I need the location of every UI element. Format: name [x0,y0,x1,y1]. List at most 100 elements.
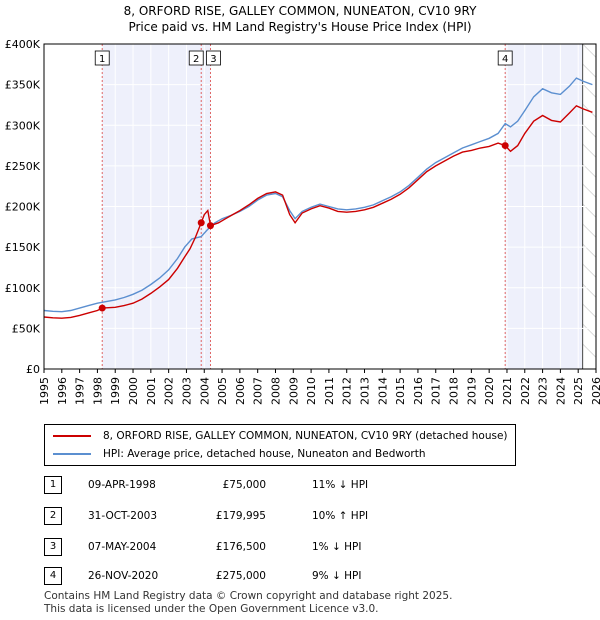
price-chart: £0 £50K £100K £150K £200K £250K £300K £350K £400… [5,38,600,405]
transaction-number: 1 [44,476,62,494]
x-tick-label: 1996 [56,377,69,405]
x-tick-label: 2023 [537,377,550,405]
legend-item-property: 8, ORFORD RISE, GALLEY COMMON, NUNEATON,… [53,428,508,444]
x-tick-label: 2010 [305,377,318,405]
x-tick-label: 2022 [519,377,532,405]
y-tick-label: £100K [5,282,41,295]
legend-label-hpi: HPI: Average price, detached house, Nune… [103,448,426,460]
transaction-price: £176,500 [215,541,266,553]
x-tick-label: 1995 [38,377,51,405]
sale-label: 3 [210,54,216,65]
chart-subtitle: Price paid vs. HM Land Registry's House … [128,20,472,34]
projection-hatch [582,243,597,258]
footer-copyright: Contains HM Land Registry data © Crown c… [44,590,453,602]
footer-license: This data is licensed under the Open Gov… [44,603,379,615]
x-tick-label: 2009 [287,377,300,405]
legend: 8, ORFORD RISE, GALLEY COMMON, NUNEATON,… [44,424,516,466]
transaction-hpi-diff: 10% ↑ HPI [312,510,369,522]
x-tick-label: 2019 [465,377,478,405]
y-tick-label: £200K [5,201,41,214]
x-tick-label: 2017 [430,377,443,405]
projection-hatch [582,323,597,338]
projection-hatch [582,283,597,298]
x-tick-label: 2004 [198,377,211,405]
sale-point [206,222,214,230]
x-tick-label: 2008 [269,377,282,405]
projection-hatch [582,223,597,238]
transaction-price: £275,000 [215,570,266,582]
y-tick-label: £350K [5,79,41,92]
transaction-row: 3 07-MAY-2004 £176,500 1% ↓ HPI [44,538,514,558]
transaction-date: 26-NOV-2020 [88,570,159,582]
y-tick-label: £400K [5,38,41,51]
sale-point [98,304,106,312]
sale-label-box [188,50,204,66]
transaction-date: 31-OCT-2003 [88,510,157,522]
y-tick-label: £300K [5,119,41,132]
transaction-row: 2 31-OCT-2003 £179,995 10% ↑ HPI [44,507,514,527]
transaction-hpi-diff: 11% ↓ HPI [312,479,369,491]
x-tick-label: 2000 [127,377,140,405]
x-tick-label: 2006 [234,377,247,405]
sale-label: 1 [99,54,105,65]
x-tick-label: 2011 [323,377,336,405]
projection-hatch [582,343,597,358]
x-tick-label: 2025 [572,377,585,405]
x-tick-label: 2001 [145,377,158,405]
projection-hatch [582,123,597,138]
y-tick-label: £50K [12,322,41,335]
transaction-hpi-diff: 1% ↓ HPI [312,541,362,553]
projection-hatch [582,63,597,78]
x-tick-label: 1998 [91,377,104,405]
transaction-row: 4 26-NOV-2020 £275,000 9% ↓ HPI [44,567,514,587]
transaction-price: £75,000 [222,479,266,491]
series-line-hpi [43,77,593,313]
x-tick-label: 2016 [412,377,425,405]
projection-hatch [582,83,597,98]
x-tick-label: 2024 [554,377,567,405]
sale-label-box [497,50,513,66]
projection-hatch [582,303,597,318]
x-tick-label: 2012 [341,377,354,405]
legend-swatch-property [53,435,91,437]
y-tick-label: £0 [26,363,40,376]
x-tick-label: 1999 [109,377,122,405]
legend-label-property: 8, ORFORD RISE, GALLEY COMMON, NUNEATON,… [103,430,508,442]
transaction-date: 07-MAY-2004 [88,541,157,553]
sale-label: 2 [193,54,199,65]
transaction-number: 3 [44,538,62,556]
transaction-price: £179,995 [215,510,266,522]
legend-item-hpi: HPI: Average price, detached house, Nune… [53,446,425,462]
transaction-row: 1 09-APR-1998 £75,000 11% ↓ HPI [44,476,514,496]
transaction-hpi-diff: 9% ↓ HPI [312,570,362,582]
x-tick-label: 1997 [74,377,87,405]
x-tick-label: 2014 [376,377,389,405]
x-tick-label: 2013 [359,377,372,405]
projection-hatch [582,143,597,158]
transaction-number: 4 [44,567,62,585]
projection-hatch [582,43,597,58]
projection-hatch [582,183,597,198]
sale-label-box [94,50,110,66]
x-tick-label: 2005 [216,377,229,405]
plot-frame [43,43,597,370]
y-tick-label: £250K [5,160,41,173]
projection-hatch [582,263,597,278]
x-tick-label: 2018 [448,377,461,405]
x-tick-label: 2003 [180,377,193,405]
x-tick-label: 2021 [501,377,514,405]
sale-point [197,219,205,227]
transaction-number: 2 [44,507,62,525]
transaction-date: 09-APR-1998 [88,479,156,491]
sale-point [501,142,509,150]
chart-title: 8, ORFORD RISE, GALLEY COMMON, NUNEATON,… [123,4,477,18]
legend-swatch-hpi [53,453,91,455]
x-tick-label: 2026 [590,377,600,405]
x-tick-label: 2002 [163,377,176,405]
y-tick-label: £150K [5,241,41,254]
sale-label: 4 [502,54,508,65]
x-tick-label: 2020 [483,377,496,405]
x-tick-label: 2007 [252,377,265,405]
x-tick-label: 2015 [394,377,407,405]
sale-label-box [206,50,221,66]
